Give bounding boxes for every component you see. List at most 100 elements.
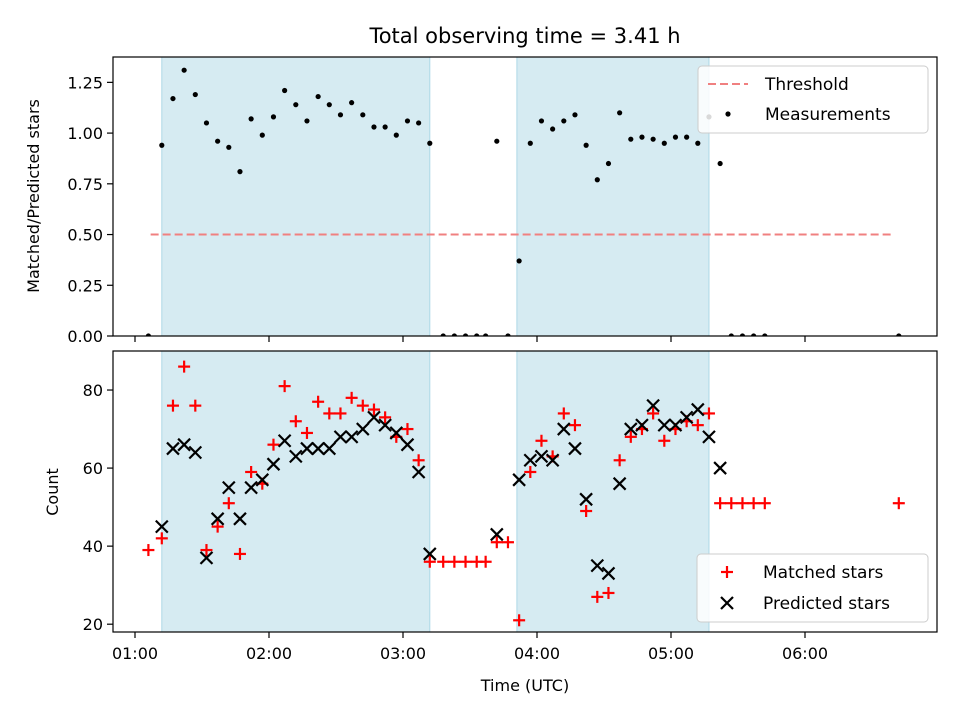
- matched-star-point: [658, 434, 671, 447]
- matched-star-point: [892, 497, 905, 510]
- measurement-point: [416, 120, 422, 126]
- matched-star-point: [624, 430, 637, 443]
- measurement-point: [270, 114, 277, 120]
- predicted-star-point: [668, 418, 683, 432]
- x-axis-label: Time (UTC): [480, 676, 569, 695]
- measurement-point: [527, 140, 533, 146]
- legend-matched-label: Matched stars: [763, 563, 883, 583]
- matched-star-point: [267, 438, 280, 451]
- measurement-point: [203, 120, 210, 126]
- matched-star-point: [459, 555, 472, 568]
- predicted-star-point: [624, 422, 638, 436]
- measurement-point: [594, 177, 600, 183]
- matched-star-point: [490, 536, 503, 549]
- matched-star-point: [591, 590, 604, 603]
- x-tick-label: 05:00: [648, 644, 694, 663]
- matched-star-point: [702, 407, 715, 420]
- bottom-y-tick-label: 60: [83, 459, 103, 478]
- predicted-star-point: [367, 410, 381, 425]
- measurement-point: [717, 160, 723, 167]
- x-tick-label: 06:00: [782, 644, 828, 663]
- top-y-tick-label: 0.75: [67, 175, 103, 194]
- matched-star-point: [356, 399, 369, 412]
- measurement-point: [661, 140, 667, 146]
- measurement-point: [282, 87, 288, 94]
- predicted-star-point: [590, 558, 605, 573]
- predicted-star-point: [300, 441, 314, 456]
- matched-star-point: [736, 497, 749, 510]
- predicted-star-point: [210, 512, 225, 526]
- top-panel: 0.00 0.25 0.50 0.75 1.00 1.25 Matched/Predict…: [24, 56, 938, 346]
- measurement-point: [349, 100, 355, 106]
- predicted-star-point: [601, 566, 616, 581]
- predicted-star-point: [400, 437, 415, 452]
- predicted-star-point: [166, 441, 180, 456]
- measurement-point: [427, 140, 433, 146]
- predicted-star-point: [177, 437, 191, 452]
- matched-star-point: [142, 544, 155, 557]
- matched-star-point: [312, 395, 325, 408]
- legend-measurements-label: Measurements: [765, 105, 891, 125]
- measurement-point: [505, 333, 511, 336]
- predicted-star-point: [557, 422, 571, 436]
- predicted-star-point: [568, 441, 582, 456]
- predicted-star-point: [490, 527, 504, 542]
- predicted-star-point: [378, 418, 392, 432]
- matched-star-point: [379, 411, 392, 424]
- predicted-star-point: [646, 398, 660, 413]
- matched-star-point: [448, 555, 461, 568]
- predicted-star-point: [612, 476, 627, 491]
- measurement-point: [226, 144, 232, 150]
- observing-window-bottom-0: [161, 351, 431, 632]
- measurement-point: [215, 138, 221, 144]
- predicted-star-point: [356, 422, 370, 436]
- chart-title: Total observing time = 3.41 h: [368, 24, 680, 48]
- matched-star-point: [222, 497, 235, 510]
- predicted-star-point: [545, 453, 560, 468]
- measurement-point: [237, 169, 243, 175]
- top-y-tick-label: 1.25: [67, 73, 103, 92]
- matched-star-point: [245, 465, 258, 478]
- measurement-point: [639, 134, 645, 140]
- matched-star-point: [501, 536, 514, 549]
- matched-star-point: [334, 407, 347, 420]
- matched-star-point: [725, 497, 738, 510]
- observing-window-bottom-1: [516, 351, 710, 632]
- matched-star-point: [647, 407, 660, 420]
- measurement-point: [462, 333, 469, 336]
- matched-star-point: [278, 380, 291, 393]
- predicted-star-point: [523, 453, 538, 468]
- matched-star-point: [323, 407, 336, 420]
- matched-star-point: [345, 391, 358, 404]
- matched-star-point: [602, 586, 615, 599]
- matched-star-point: [691, 419, 704, 432]
- predicted-star-point: [266, 457, 281, 471]
- bottom-legend: Matched stars Predicted stars: [696, 553, 929, 623]
- predicted-star-point: [255, 473, 270, 487]
- predicted-star-point: [411, 465, 426, 479]
- measurement-point: [583, 142, 589, 148]
- measurement-point: [617, 110, 623, 116]
- top-legend: Threshold Measurements: [697, 65, 929, 134]
- predicted-star-point: [244, 480, 258, 495]
- predicted-star-point: [512, 473, 526, 487]
- measurement-point: [360, 112, 366, 118]
- measurement-point: [304, 118, 310, 124]
- measurement-point: [739, 333, 746, 336]
- matched-star-point: [747, 497, 760, 510]
- measurement-point: [483, 333, 489, 336]
- measurement-point: [561, 118, 567, 124]
- measurement-point: [337, 112, 344, 118]
- x-tick-label: 04:00: [514, 644, 560, 663]
- legend-measurements-marker: [725, 111, 731, 117]
- measurement-point: [248, 116, 254, 122]
- measurement-point: [605, 160, 612, 167]
- x-tick-label: 01:00: [112, 644, 158, 663]
- measurement-point: [259, 132, 265, 138]
- bottom-axes-frame: [112, 350, 938, 633]
- matched-star-point: [758, 497, 771, 510]
- matched-star-point: [367, 403, 380, 416]
- bottom-y-tick-label: 80: [83, 381, 103, 400]
- top-legend-box: [697, 65, 929, 134]
